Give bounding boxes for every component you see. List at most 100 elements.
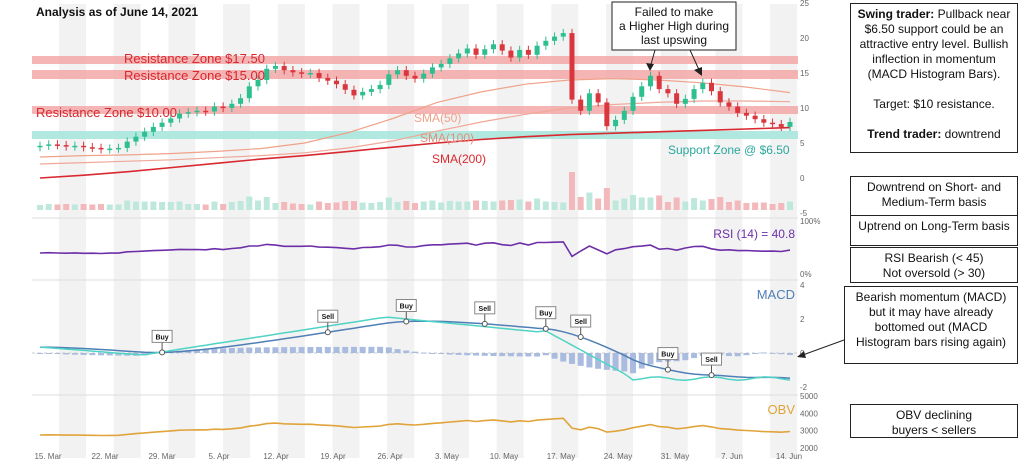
candle-body	[761, 119, 767, 123]
rsi-panel	[39, 241, 791, 258]
volume-bar	[359, 202, 366, 210]
callout-arrowhead-right	[694, 67, 702, 76]
candle-body	[159, 122, 165, 127]
week-band	[113, 4, 141, 458]
macd-histogram-bar	[211, 348, 218, 353]
volume-bar	[551, 202, 558, 210]
sma100-label: SMA(100)	[420, 131, 474, 145]
buy-signal-label: Buy	[400, 304, 413, 311]
volume-bar	[446, 201, 453, 210]
macd-histogram-bar	[237, 347, 244, 353]
volume-bar	[778, 203, 785, 210]
x-tick: 12. Apr	[263, 452, 289, 461]
callout-box	[611, 1, 737, 51]
rsi-line	[39, 241, 791, 258]
resistance-label-10: Resistance Zone $10.00	[36, 105, 177, 120]
volume-bar	[159, 202, 166, 210]
candle-body	[368, 89, 374, 92]
callout-text: Failed to make a Higher High during last u…	[619, 5, 729, 47]
macd-histogram-bar	[743, 353, 750, 356]
macd-line	[39, 316, 791, 381]
macd-histogram-bar	[255, 347, 262, 353]
macd-histogram-bar	[647, 353, 654, 365]
x-tick: 19. Apr	[320, 452, 346, 461]
candle-body	[272, 66, 278, 69]
candle-body	[377, 84, 383, 90]
candle-body	[621, 110, 627, 120]
macd-histogram-bar	[429, 353, 436, 354]
volume-bar	[630, 195, 637, 210]
candle-body	[595, 93, 601, 103]
volume-bar	[124, 200, 131, 210]
macd-histogram-bar	[769, 352, 776, 354]
swing-label: Swing trader:	[857, 7, 935, 21]
price-tick: 15	[800, 69, 809, 78]
macd-histogram-bar	[377, 346, 384, 353]
macd-histogram-bar	[350, 346, 357, 353]
candle-body	[290, 70, 296, 73]
candle-body	[54, 144, 60, 146]
candle-body	[647, 75, 653, 87]
candle-body	[89, 147, 95, 149]
week-band	[387, 4, 415, 458]
candle-body	[395, 70, 401, 75]
candle-body	[656, 75, 662, 90]
x-tick: 3. May	[435, 452, 459, 461]
axes: 2520151050-5100%0%420-250004000300020001…	[34, 0, 820, 461]
downtrend-text: Downtrend on Short- and Medium-Term basi…	[866, 180, 1002, 209]
macd-histogram-bar	[481, 353, 488, 356]
macd-histogram-bar	[202, 348, 209, 353]
macd-histogram-bar	[80, 353, 87, 355]
macd-histogram-bar	[446, 353, 453, 355]
sma50-line	[39, 77, 791, 158]
trend-label: Trend trader:	[867, 127, 942, 141]
candle-body	[726, 102, 732, 107]
sell-signal-label: Sell	[574, 319, 587, 326]
candle-body	[613, 119, 619, 127]
macd-histogram-bar	[394, 349, 401, 353]
resistance-zone-band-17-50	[32, 56, 798, 64]
volume-bar	[438, 202, 445, 210]
candle-body	[517, 49, 523, 58]
macd-histogram-bar	[682, 353, 689, 361]
sell-signal-label: Sell	[479, 306, 492, 313]
candle-body	[552, 36, 558, 41]
week-band	[441, 4, 469, 458]
volume-bar	[80, 204, 87, 210]
macd-histogram-bar	[752, 353, 759, 354]
candle-body	[194, 110, 200, 113]
volume-bar	[595, 198, 602, 210]
candle-body	[534, 45, 540, 55]
macd-histogram-bar	[560, 353, 567, 362]
candle-body	[334, 80, 340, 85]
volume-bar	[516, 199, 523, 210]
candle-body	[490, 44, 496, 50]
volume-bar	[228, 202, 235, 210]
macd-histogram-bar	[787, 353, 793, 356]
buy-signal-label: Buy	[539, 311, 552, 318]
candle-body	[177, 113, 183, 119]
swing-target: Target: $10 resistance.	[873, 97, 995, 111]
macd-histogram-bar	[45, 353, 52, 354]
signal-dot	[577, 334, 584, 341]
macd-histogram-bar	[612, 353, 619, 371]
candle-body	[229, 103, 235, 108]
volume-bar	[656, 195, 663, 210]
macd-note-arrowhead	[797, 351, 806, 358]
resistance-label-15: Resistance Zone $15.00	[124, 68, 265, 83]
obv-line	[39, 417, 791, 437]
volume-bar	[464, 201, 471, 210]
volume-bars	[37, 172, 793, 210]
macd-histogram-bar	[473, 353, 480, 356]
obv-note-line2: buyers < sellers	[891, 423, 977, 437]
volume-bar	[769, 204, 776, 210]
candle-body	[299, 72, 305, 74]
macd-histogram-bar	[778, 353, 785, 355]
macd-histogram-bar	[106, 353, 113, 356]
sell-signal-label: Sell	[705, 357, 718, 364]
price-tick: 10	[800, 104, 809, 113]
candle-body	[604, 102, 610, 127]
macd-histogram-bar	[603, 353, 610, 370]
x-tick: 5. Apr	[209, 452, 230, 461]
candle-body	[325, 77, 331, 81]
